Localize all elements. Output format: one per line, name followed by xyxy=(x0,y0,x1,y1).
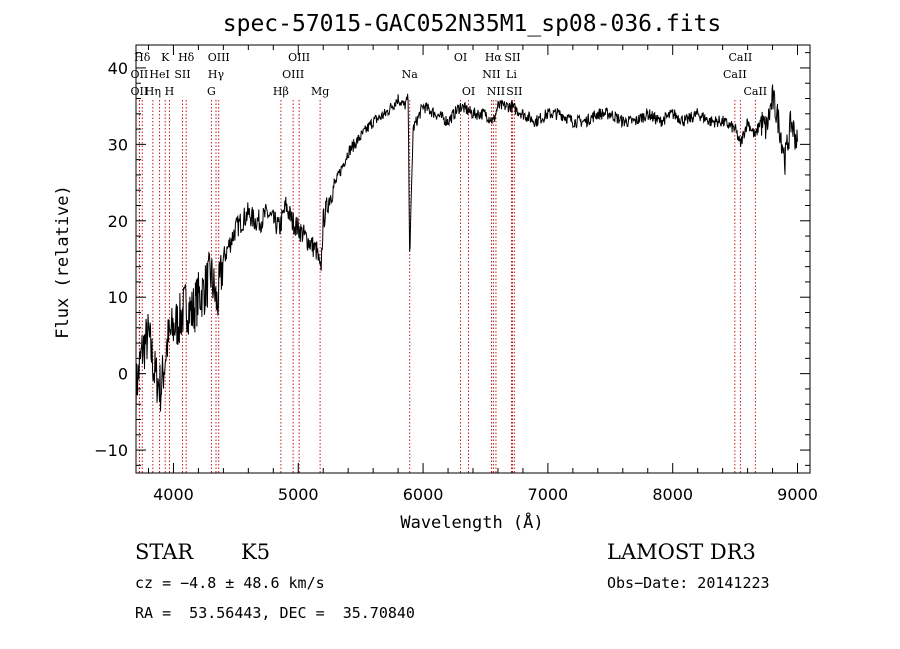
y-axis: −10 0 10 20 30 40 xyxy=(94,52,810,466)
line-marker-label: OII xyxy=(131,68,149,81)
line-marker-label: OIII xyxy=(288,51,310,64)
x-tick-label: 9000 xyxy=(777,485,818,504)
survey-name: LAMOST DR3 xyxy=(607,540,756,564)
line-marker-label: OII xyxy=(131,85,149,98)
line-marker-label: Hη xyxy=(145,85,161,98)
line-marker-label: Mg xyxy=(311,85,329,98)
coordinates: RA = 53.56443, DEC = 35.70840 xyxy=(135,604,415,622)
observation-date: Obs−Date: 20141223 xyxy=(607,574,770,592)
x-axis: 4000 5000 6000 7000 8000 9000 xyxy=(147,45,818,504)
line-marker-label: OIII xyxy=(208,51,230,64)
line-marker-label: OI xyxy=(462,85,475,98)
line-marker-label: Hα xyxy=(485,51,503,64)
line-marker-label: G xyxy=(207,85,216,98)
x-tick-label: 6000 xyxy=(403,485,444,504)
flux-series-line xyxy=(135,84,798,416)
line-marker-label: NII xyxy=(482,68,500,81)
y-tick-label: 0 xyxy=(118,365,128,384)
line-marker-label: OIII xyxy=(282,68,304,81)
redshift-velocity: cz = −4.8 ± 48.6 km/s xyxy=(135,574,325,592)
y-tick-label: 10 xyxy=(108,288,128,307)
line-marker-label: HeI xyxy=(149,68,169,81)
line-marker-label: OI xyxy=(454,51,467,64)
y-tick-label: −10 xyxy=(94,441,128,460)
line-marker-label: SII xyxy=(174,68,190,81)
line-marker-label: CaII xyxy=(743,85,767,98)
line-marker-label: Hδ xyxy=(134,51,151,64)
line-marker-label: SII xyxy=(504,51,520,64)
line-marker-label: K xyxy=(161,51,170,64)
line-marker-label: Hγ xyxy=(208,68,225,81)
line-marker-label: H xyxy=(165,85,175,98)
x-tick-label: 5000 xyxy=(278,485,319,504)
line-marker-label: CaII xyxy=(729,51,753,64)
chart-title: spec-57015-GAC052N35M1_sp08-036.fits xyxy=(223,11,722,37)
y-tick-label: 30 xyxy=(108,135,128,154)
line-marker-label: Hδ xyxy=(178,51,195,64)
y-axis-label: Flux (relative) xyxy=(53,185,73,339)
spectral-subclass: K5 xyxy=(241,540,271,564)
y-tick-label: 20 xyxy=(108,212,128,231)
line-marker-label: SII xyxy=(506,85,522,98)
line-marker-label: Hβ xyxy=(273,85,289,98)
line-marker-label: Li xyxy=(506,68,517,81)
line-marker-label: NII xyxy=(487,85,505,98)
x-tick-label: 8000 xyxy=(652,485,693,504)
x-axis-label: Wavelength (Å) xyxy=(400,511,543,533)
y-tick-label: 40 xyxy=(108,59,128,78)
plot-frame xyxy=(135,44,811,474)
x-tick-label: 4000 xyxy=(153,485,194,504)
object-class: STAR xyxy=(135,540,194,564)
line-marker-label: Na xyxy=(402,68,419,81)
x-tick-label: 7000 xyxy=(528,485,569,504)
line-marker-label: CaII xyxy=(723,68,747,81)
